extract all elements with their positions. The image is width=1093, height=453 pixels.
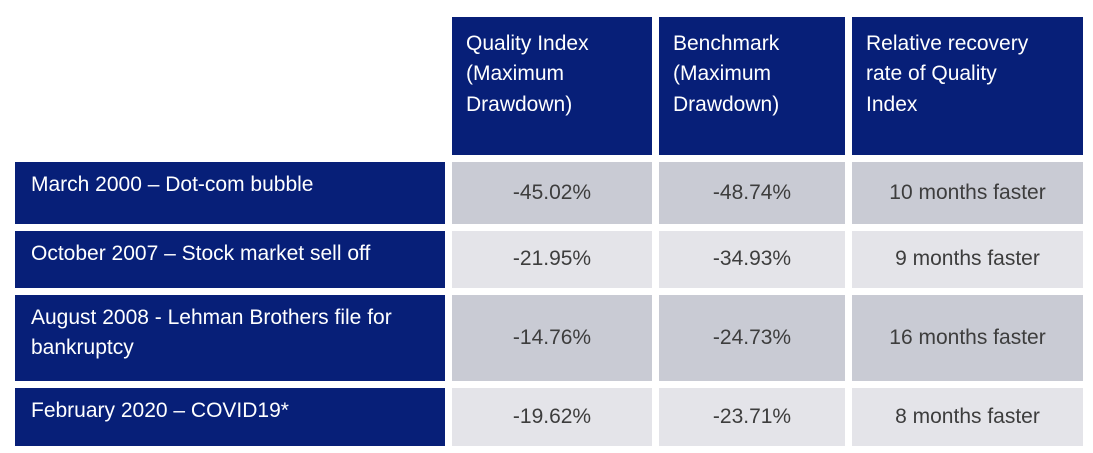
benchmark-value: -34.93% <box>659 231 845 288</box>
table-row-lehman-brothers: August 2008 - Lehman Brothers file for b… <box>15 295 1083 381</box>
relative-recovery-value: 16 months faster <box>852 295 1083 381</box>
benchmark-value: -48.74% <box>659 162 845 224</box>
recovery-table-container: Quality Index (Maximum Drawdown) Benchma… <box>8 10 1090 453</box>
table-row-covid19: February 2020 – COVID19* -19.62% -23.71%… <box>15 388 1083 446</box>
header-row: Quality Index (Maximum Drawdown) Benchma… <box>15 17 1083 155</box>
table-row-stock-market-selloff: October 2007 – Stock market sell off -21… <box>15 231 1083 288</box>
column-header-quality-index: Quality Index (Maximum Drawdown) <box>452 17 652 155</box>
quality-index-value: -45.02% <box>452 162 652 224</box>
row-label-event: March 2000 – Dot-com bubble <box>15 162 445 224</box>
table-row-dotcom-bubble: March 2000 – Dot-com bubble -45.02% -48.… <box>15 162 1083 224</box>
recovery-comparison-table: Quality Index (Maximum Drawdown) Benchma… <box>8 10 1090 453</box>
relative-recovery-value: 10 months faster <box>852 162 1083 224</box>
quality-index-value: -19.62% <box>452 388 652 446</box>
column-header-benchmark: Benchmark (Maximum Drawdown) <box>659 17 845 155</box>
relative-recovery-value: 9 months faster <box>852 231 1083 288</box>
benchmark-value: -23.71% <box>659 388 845 446</box>
relative-recovery-value: 8 months faster <box>852 388 1083 446</box>
row-label-event: August 2008 - Lehman Brothers file for b… <box>15 295 445 381</box>
quality-index-value: -14.76% <box>452 295 652 381</box>
table-corner-spacer <box>15 17 445 155</box>
benchmark-value: -24.73% <box>659 295 845 381</box>
quality-index-value: -21.95% <box>452 231 652 288</box>
row-label-event: February 2020 – COVID19* <box>15 388 445 446</box>
row-label-event: October 2007 – Stock market sell off <box>15 231 445 288</box>
column-header-relative-recovery: Relative recovery rate of Quality Index <box>852 17 1083 155</box>
